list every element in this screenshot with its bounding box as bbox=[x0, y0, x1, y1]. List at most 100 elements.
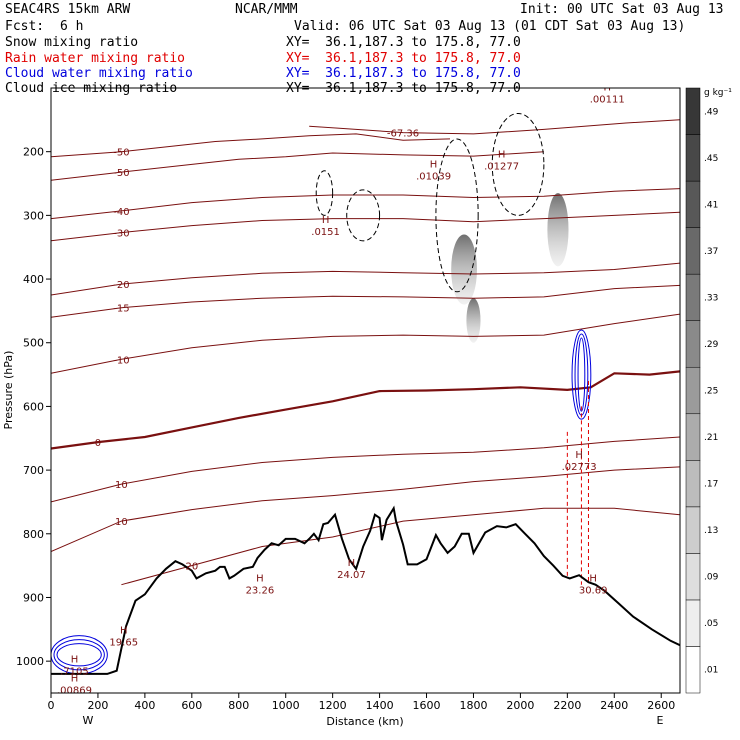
max-marker-value: 19.65 bbox=[109, 638, 138, 649]
colorbar-swatch bbox=[685, 366, 701, 415]
isotherm-line bbox=[309, 119, 680, 135]
max-marker: H.02773 bbox=[562, 450, 597, 473]
max-marker-h: H bbox=[348, 558, 356, 569]
colorbar-swatch bbox=[685, 506, 701, 554]
east-endpoint-label: E bbox=[657, 714, 664, 727]
max-marker: H.01277 bbox=[484, 149, 519, 172]
x-tick-label: 1400 bbox=[366, 699, 394, 712]
isotherm-line bbox=[51, 436, 680, 503]
colorbar-label: .45 bbox=[704, 154, 718, 164]
max-marker: H24.07 bbox=[337, 558, 366, 581]
x-tick-label: 2600 bbox=[647, 699, 675, 712]
max-marker-h: H bbox=[498, 149, 506, 160]
isotherm-label: 20 bbox=[185, 562, 198, 573]
x-axis-title: Distance (km) bbox=[326, 715, 403, 728]
colorbar-swatch bbox=[685, 413, 701, 461]
isotherm-line bbox=[51, 188, 680, 220]
colorbar-label: .33 bbox=[704, 293, 718, 303]
max-marker-h: H bbox=[120, 626, 128, 637]
colorbar-label: .21 bbox=[704, 433, 718, 443]
x-tick-label: 1200 bbox=[319, 699, 347, 712]
colorbar-label: .05 bbox=[704, 619, 718, 629]
max-marker: H19.65 bbox=[109, 626, 138, 649]
x-tick-label: 2200 bbox=[553, 699, 581, 712]
isotherm-line bbox=[51, 151, 544, 181]
field-name-cloudwater: Cloud water mixing ratio bbox=[5, 66, 193, 81]
y-tick-label: 1000 bbox=[16, 655, 44, 668]
isotherm-label: -15 bbox=[113, 304, 129, 315]
max-marker: H.00111 bbox=[590, 82, 625, 105]
cloud-water-contour bbox=[56, 643, 102, 667]
y-axis-title: Pressure (hPa) bbox=[2, 351, 15, 430]
colorbar-swatch bbox=[685, 646, 701, 694]
x-tick-label: 0 bbox=[48, 699, 55, 712]
field-xy-rain: XY= 36.1,187.3 to 175.8, 77.0 bbox=[286, 51, 521, 66]
max-marker: H.0151 bbox=[311, 215, 340, 238]
cloud-water-contour bbox=[571, 329, 592, 420]
field-xy-cloudwater: XY= 36.1,187.3 to 175.8, 77.0 bbox=[286, 66, 521, 81]
isotherm-label: 10 bbox=[115, 517, 128, 528]
cloud-ice-contour bbox=[315, 170, 334, 216]
y-tick-label: 200 bbox=[23, 146, 44, 159]
colorbar: .01 .05 .09 .13 .17 .21 .25 .29 .33 .37 .41 .45 .49 bbox=[685, 87, 719, 694]
x-tick-label: 1600 bbox=[413, 699, 441, 712]
cloud-water-contour bbox=[577, 337, 586, 412]
cloud-ice-contour bbox=[346, 189, 381, 242]
x-tick-label: 2400 bbox=[600, 699, 628, 712]
isotherm-line bbox=[51, 466, 680, 553]
isotherm-line bbox=[51, 133, 451, 158]
max-marker-h: H bbox=[256, 573, 264, 584]
isotherm-line bbox=[51, 262, 680, 296]
plot-frame bbox=[50, 87, 681, 694]
isotherm-line bbox=[51, 211, 680, 242]
colorbar-label: .37 bbox=[704, 247, 718, 257]
x-tick-label: 800 bbox=[228, 699, 249, 712]
colorbar-label: .17 bbox=[704, 480, 718, 490]
max-marker-value: 23.26 bbox=[246, 585, 275, 596]
max-marker-value: .01039 bbox=[416, 172, 451, 183]
colorbar-swatch bbox=[685, 134, 701, 182]
colorbar-label: .29 bbox=[704, 340, 719, 350]
max-marker-value: .0151 bbox=[311, 227, 340, 238]
max-marker-h: H bbox=[603, 82, 611, 93]
colorbar-swatch bbox=[685, 320, 701, 368]
isotherm-label: 0 bbox=[95, 438, 101, 449]
x-tick-label: 400 bbox=[134, 699, 155, 712]
init-time: Init: 00 UTC Sat 03 Aug 13 bbox=[520, 2, 724, 17]
max-marker-value: .01277 bbox=[484, 161, 519, 172]
colorbar-label: .09 bbox=[704, 573, 719, 583]
isotherm-label: 10 bbox=[115, 480, 128, 491]
y-tick-label: 700 bbox=[23, 464, 44, 477]
max-marker-value: .02773 bbox=[562, 462, 597, 473]
max-marker: H.7105 bbox=[60, 654, 89, 677]
isotherm-label: -30 bbox=[113, 229, 129, 240]
x-tick-label: 600 bbox=[181, 699, 202, 712]
colorbar-label: .49 bbox=[704, 107, 719, 117]
y-tick-label: 400 bbox=[23, 273, 44, 286]
cloud-water-contour bbox=[574, 333, 589, 416]
y-tick-label: 500 bbox=[23, 337, 44, 350]
isotherm-line bbox=[51, 313, 680, 374]
snow-shading bbox=[466, 298, 481, 343]
max-marker-h: H bbox=[71, 673, 79, 684]
colorbar-swatch bbox=[685, 460, 701, 508]
colorbar-swatch bbox=[685, 87, 701, 135]
isotherm-line bbox=[121, 507, 680, 586]
colorbar-swatch bbox=[685, 553, 701, 601]
y-tick-label: 300 bbox=[23, 209, 44, 222]
max-marker: H.01039 bbox=[416, 160, 451, 183]
terrain-line bbox=[51, 505, 680, 675]
max-marker-h: H bbox=[430, 160, 438, 171]
colorbar-swatch bbox=[685, 180, 701, 228]
field-xy-snow: XY= 36.1,187.3 to 175.8, 77.0 bbox=[286, 35, 521, 50]
max-marker-h: H bbox=[575, 450, 583, 461]
max-marker-value: .7105 bbox=[60, 666, 89, 677]
model-title: SEAC4RS 15km ARW bbox=[5, 2, 131, 17]
max-marker-value: .00111 bbox=[590, 94, 625, 105]
colorbar-swatch bbox=[685, 599, 701, 647]
fcst-label: Fcst: bbox=[5, 19, 45, 34]
isotherm-label: -20 bbox=[113, 280, 129, 291]
x-tick-label: 200 bbox=[87, 699, 108, 712]
valid-time: Valid: 06 UTC Sat 03 Aug 13 (01 CDT Sat … bbox=[294, 19, 686, 34]
y-tick-label: 900 bbox=[23, 591, 44, 604]
